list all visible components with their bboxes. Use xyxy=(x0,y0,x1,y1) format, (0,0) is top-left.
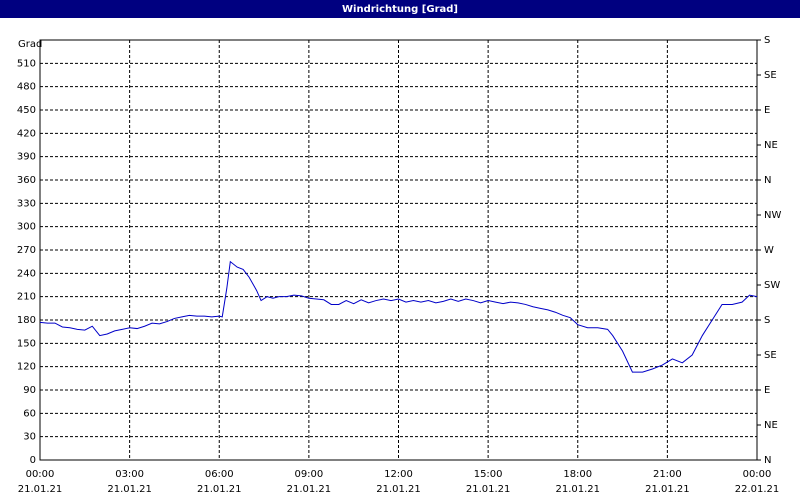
x-tick-date: 21.01.21 xyxy=(555,484,600,495)
x-tick-label: 00:00 xyxy=(743,469,772,480)
y-tick-label: 120 xyxy=(17,362,36,373)
y-tick-label: 420 xyxy=(17,128,36,139)
y-tick-label: 270 xyxy=(17,245,36,256)
y-tick-label: 90 xyxy=(23,385,36,396)
x-tick-label: 15:00 xyxy=(474,469,503,480)
y2-tick-label: NE xyxy=(764,420,778,431)
y2-tick-label: SE xyxy=(764,350,777,361)
x-tick-label: 21:00 xyxy=(653,469,682,480)
y2-tick-label: SE xyxy=(764,70,777,81)
y-tick-label: 240 xyxy=(17,268,36,279)
y-tick-label: 510 xyxy=(17,58,36,69)
y-tick-label: 450 xyxy=(17,105,36,116)
x-tick-label: 00:00 xyxy=(26,469,55,480)
x-tick-label: 03:00 xyxy=(115,469,144,480)
window-title: Windrichtung [Grad] xyxy=(342,4,458,15)
x-tick-date: 22.01.21 xyxy=(735,484,780,495)
y-tick-label: 30 xyxy=(23,432,36,443)
x-tick-label: 06:00 xyxy=(205,469,234,480)
y-tick-label: 390 xyxy=(17,152,36,163)
y2-tick-label: W xyxy=(764,245,774,256)
x-tick-label: 18:00 xyxy=(563,469,592,480)
y2-tick-label: S xyxy=(764,315,770,326)
x-tick-label: 09:00 xyxy=(294,469,323,480)
y-tick-label: 480 xyxy=(17,82,36,93)
plot-frame xyxy=(39,39,758,461)
y2-tick-label: E xyxy=(764,385,770,396)
x-tick-date: 21.01.21 xyxy=(376,484,421,495)
y2-tick-label: S xyxy=(764,35,770,46)
x-tick-date: 21.01.21 xyxy=(197,484,242,495)
y-tick-label: 300 xyxy=(17,222,36,233)
y-tick-label: 150 xyxy=(17,338,36,349)
data-line xyxy=(39,260,758,373)
y-tick-label: 0 xyxy=(30,455,36,466)
y-tick-label: 210 xyxy=(17,292,36,303)
y2-tick-label: N xyxy=(764,455,771,466)
y2-tick-label: NW xyxy=(764,210,781,221)
y-tick-label: 360 xyxy=(17,175,36,186)
y2-tick-label: E xyxy=(764,105,770,116)
y-tick-label: 60 xyxy=(23,408,36,419)
x-tick-date: 21.01.21 xyxy=(645,484,690,495)
x-tick-date: 21.01.21 xyxy=(18,484,63,495)
x-tick-label: 12:00 xyxy=(384,469,413,480)
x-tick-date: 21.01.21 xyxy=(466,484,511,495)
y2-tick-label: N xyxy=(764,175,771,186)
y-axis-label: Grad xyxy=(18,39,42,50)
x-tick-date: 21.01.21 xyxy=(107,484,152,495)
title-bar xyxy=(0,0,800,18)
x-tick-date: 21.01.21 xyxy=(287,484,332,495)
y2-tick-label: NE xyxy=(764,140,778,151)
y-tick-label: 180 xyxy=(17,315,36,326)
y2-tick-label: SW xyxy=(764,280,780,291)
y-tick-label: 330 xyxy=(17,198,36,209)
